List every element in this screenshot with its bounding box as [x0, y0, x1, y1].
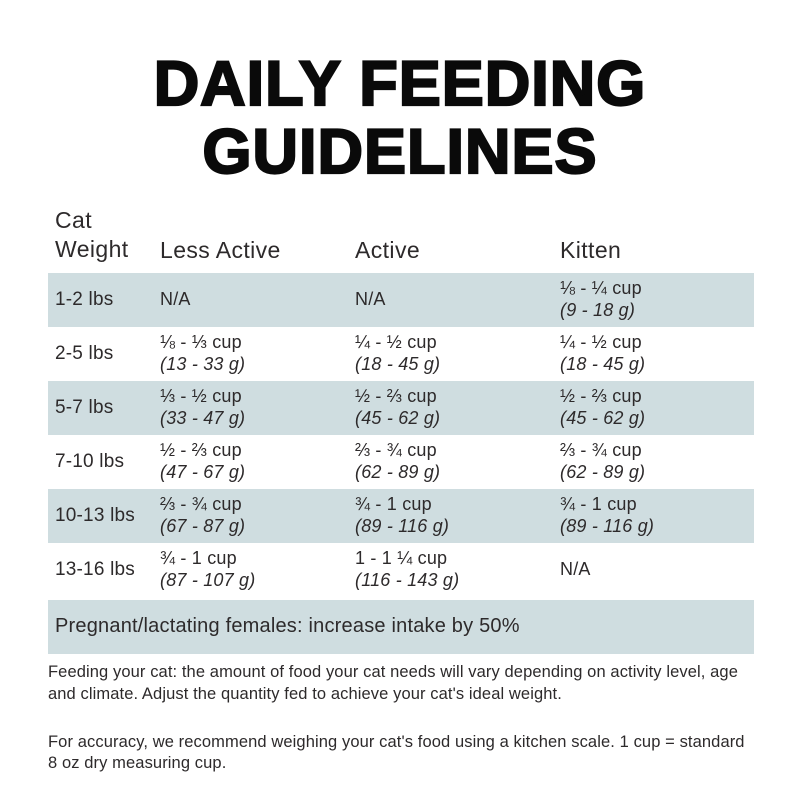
- gram-range: (87 - 107 g): [160, 569, 256, 590]
- cup-range: ¼ - ½ cup: [560, 331, 642, 352]
- cup-range: ¾ - 1 cup: [355, 493, 432, 514]
- gram-range: (116 - 143 g): [355, 569, 460, 590]
- active-cell: ¼ - ½ cup (18 - 45 g): [355, 332, 560, 376]
- footnotes: Feeding your cat: the amount of food you…: [48, 662, 756, 800]
- page-title-line1: DAILY FEEDING: [153, 49, 647, 119]
- header-less-active: Less Active: [160, 236, 281, 263]
- gram-range: (9 - 18 g): [560, 299, 636, 320]
- gram-range: (89 - 116 g): [355, 515, 450, 536]
- cup-range: ⅛ - ¼ cup: [560, 277, 642, 298]
- table-row: 5-7 lbs ⅓ - ½ cup (33 - 47 g) ½ - ⅔ cup …: [48, 380, 754, 435]
- header-cat-weight: Cat Weight: [48, 206, 160, 264]
- active-cell: ½ - ⅔ cup (45 - 62 g): [355, 386, 560, 430]
- header-cat-weight-line1: Cat: [55, 207, 92, 233]
- active-cell: 1 - 1 ¼ cup (116 - 143 g): [355, 548, 560, 592]
- gram-range: (13 - 33 g): [160, 353, 246, 374]
- table-row: 1-2 lbs N/A N/A ⅛ - ¼ cup (9 - 18 g): [48, 272, 754, 327]
- pregnant-note-text: Pregnant/lactating females: increase int…: [55, 615, 520, 637]
- weight-cell: 13-16 lbs: [55, 558, 135, 580]
- cup-range: ¾ - 1 cup: [560, 493, 637, 514]
- less-active-cell: ½ - ⅔ cup (47 - 67 g): [160, 440, 355, 484]
- gram-range: (45 - 62 g): [560, 407, 646, 428]
- less-active-cell: ⅓ - ½ cup (33 - 47 g): [160, 386, 355, 430]
- weight-cell: 10-13 lbs: [55, 504, 135, 526]
- table-row: 10-13 lbs ⅔ - ¾ cup (67 - 87 g) ¾ - 1 cu…: [48, 488, 754, 543]
- less-active-cell: N/A: [160, 289, 355, 311]
- weight-cell: 1-2 lbs: [55, 288, 114, 310]
- weight-cell: 7-10 lbs: [55, 450, 125, 472]
- cup-range: ⅛ - ⅓ cup: [160, 331, 242, 352]
- weight-cell: 5-7 lbs: [55, 396, 114, 418]
- gram-range: (45 - 62 g): [355, 407, 441, 428]
- kitten-cell: ½ - ⅔ cup (45 - 62 g): [560, 386, 754, 430]
- less-active-cell: ⅔ - ¾ cup (67 - 87 g): [160, 494, 355, 538]
- kitten-cell: ¼ - ½ cup (18 - 45 g): [560, 332, 754, 376]
- table-row: 2-5 lbs ⅛ - ⅓ cup (13 - 33 g) ¼ - ½ cup …: [48, 327, 754, 381]
- cup-range: ⅔ - ¾ cup: [160, 493, 242, 514]
- cup-range: ⅔ - ¾ cup: [560, 439, 642, 460]
- weight-cell: 2-5 lbs: [55, 342, 114, 364]
- kitten-cell: ⅛ - ¼ cup (9 - 18 g): [560, 278, 754, 322]
- footnote-accuracy: For accuracy, we recommend weighing your…: [48, 732, 745, 773]
- header-cat-weight-line2: Weight: [55, 235, 129, 262]
- table-header-row: Cat Weight Less Active Active Kitten: [48, 206, 754, 273]
- cup-range: N/A: [160, 288, 191, 309]
- cup-range: ½ - ⅔ cup: [160, 439, 242, 460]
- page-title-line2: GUIDELINES: [201, 117, 598, 188]
- header-kitten: Kitten: [560, 236, 622, 263]
- table-row: 13-16 lbs ¾ - 1 cup (87 - 107 g) 1 - 1 ¼…: [48, 543, 754, 597]
- gram-range: (18 - 45 g): [355, 353, 441, 374]
- cup-range: 1 - 1 ¼ cup: [355, 547, 448, 568]
- cup-range: ¼ - ½ cup: [355, 331, 437, 352]
- cup-range: ½ - ⅔ cup: [560, 385, 642, 406]
- table-row: 7-10 lbs ½ - ⅔ cup (47 - 67 g) ⅔ - ¾ cup…: [48, 435, 754, 489]
- cup-range: N/A: [560, 558, 591, 579]
- gram-range: (89 - 116 g): [560, 515, 655, 536]
- active-cell: N/A: [355, 289, 560, 311]
- kitten-cell: ¾ - 1 cup (89 - 116 g): [560, 494, 754, 538]
- pregnant-note-band: Pregnant/lactating females: increase int…: [48, 599, 754, 654]
- kitten-cell: ⅔ - ¾ cup (62 - 89 g): [560, 440, 754, 484]
- gram-range: (33 - 47 g): [160, 407, 246, 428]
- cup-range: ½ - ⅔ cup: [355, 385, 437, 406]
- gram-range: (18 - 45 g): [560, 353, 646, 374]
- kitten-cell: N/A: [560, 559, 754, 581]
- gram-range: (62 - 89 g): [560, 461, 646, 482]
- page-title: DAILY FEEDING GUIDELINES: [0, 0, 800, 188]
- cup-range: ⅔ - ¾ cup: [355, 439, 437, 460]
- cup-range: N/A: [355, 288, 386, 309]
- less-active-cell: ⅛ - ⅓ cup (13 - 33 g): [160, 332, 355, 376]
- header-active: Active: [355, 236, 421, 263]
- footnote-feeding: Feeding your cat: the amount of food you…: [48, 663, 738, 703]
- feeding-table: Cat Weight Less Active Active Kitten 1-2…: [48, 206, 754, 654]
- active-cell: ⅔ - ¾ cup (62 - 89 g): [355, 440, 560, 484]
- less-active-cell: ¾ - 1 cup (87 - 107 g): [160, 548, 355, 592]
- cup-range: ⅓ - ½ cup: [160, 385, 242, 406]
- cup-range: ¾ - 1 cup: [160, 547, 237, 568]
- gram-range: (67 - 87 g): [160, 515, 246, 536]
- gram-range: (47 - 67 g): [160, 461, 246, 482]
- active-cell: ¾ - 1 cup (89 - 116 g): [355, 494, 560, 538]
- gram-range: (62 - 89 g): [355, 461, 441, 482]
